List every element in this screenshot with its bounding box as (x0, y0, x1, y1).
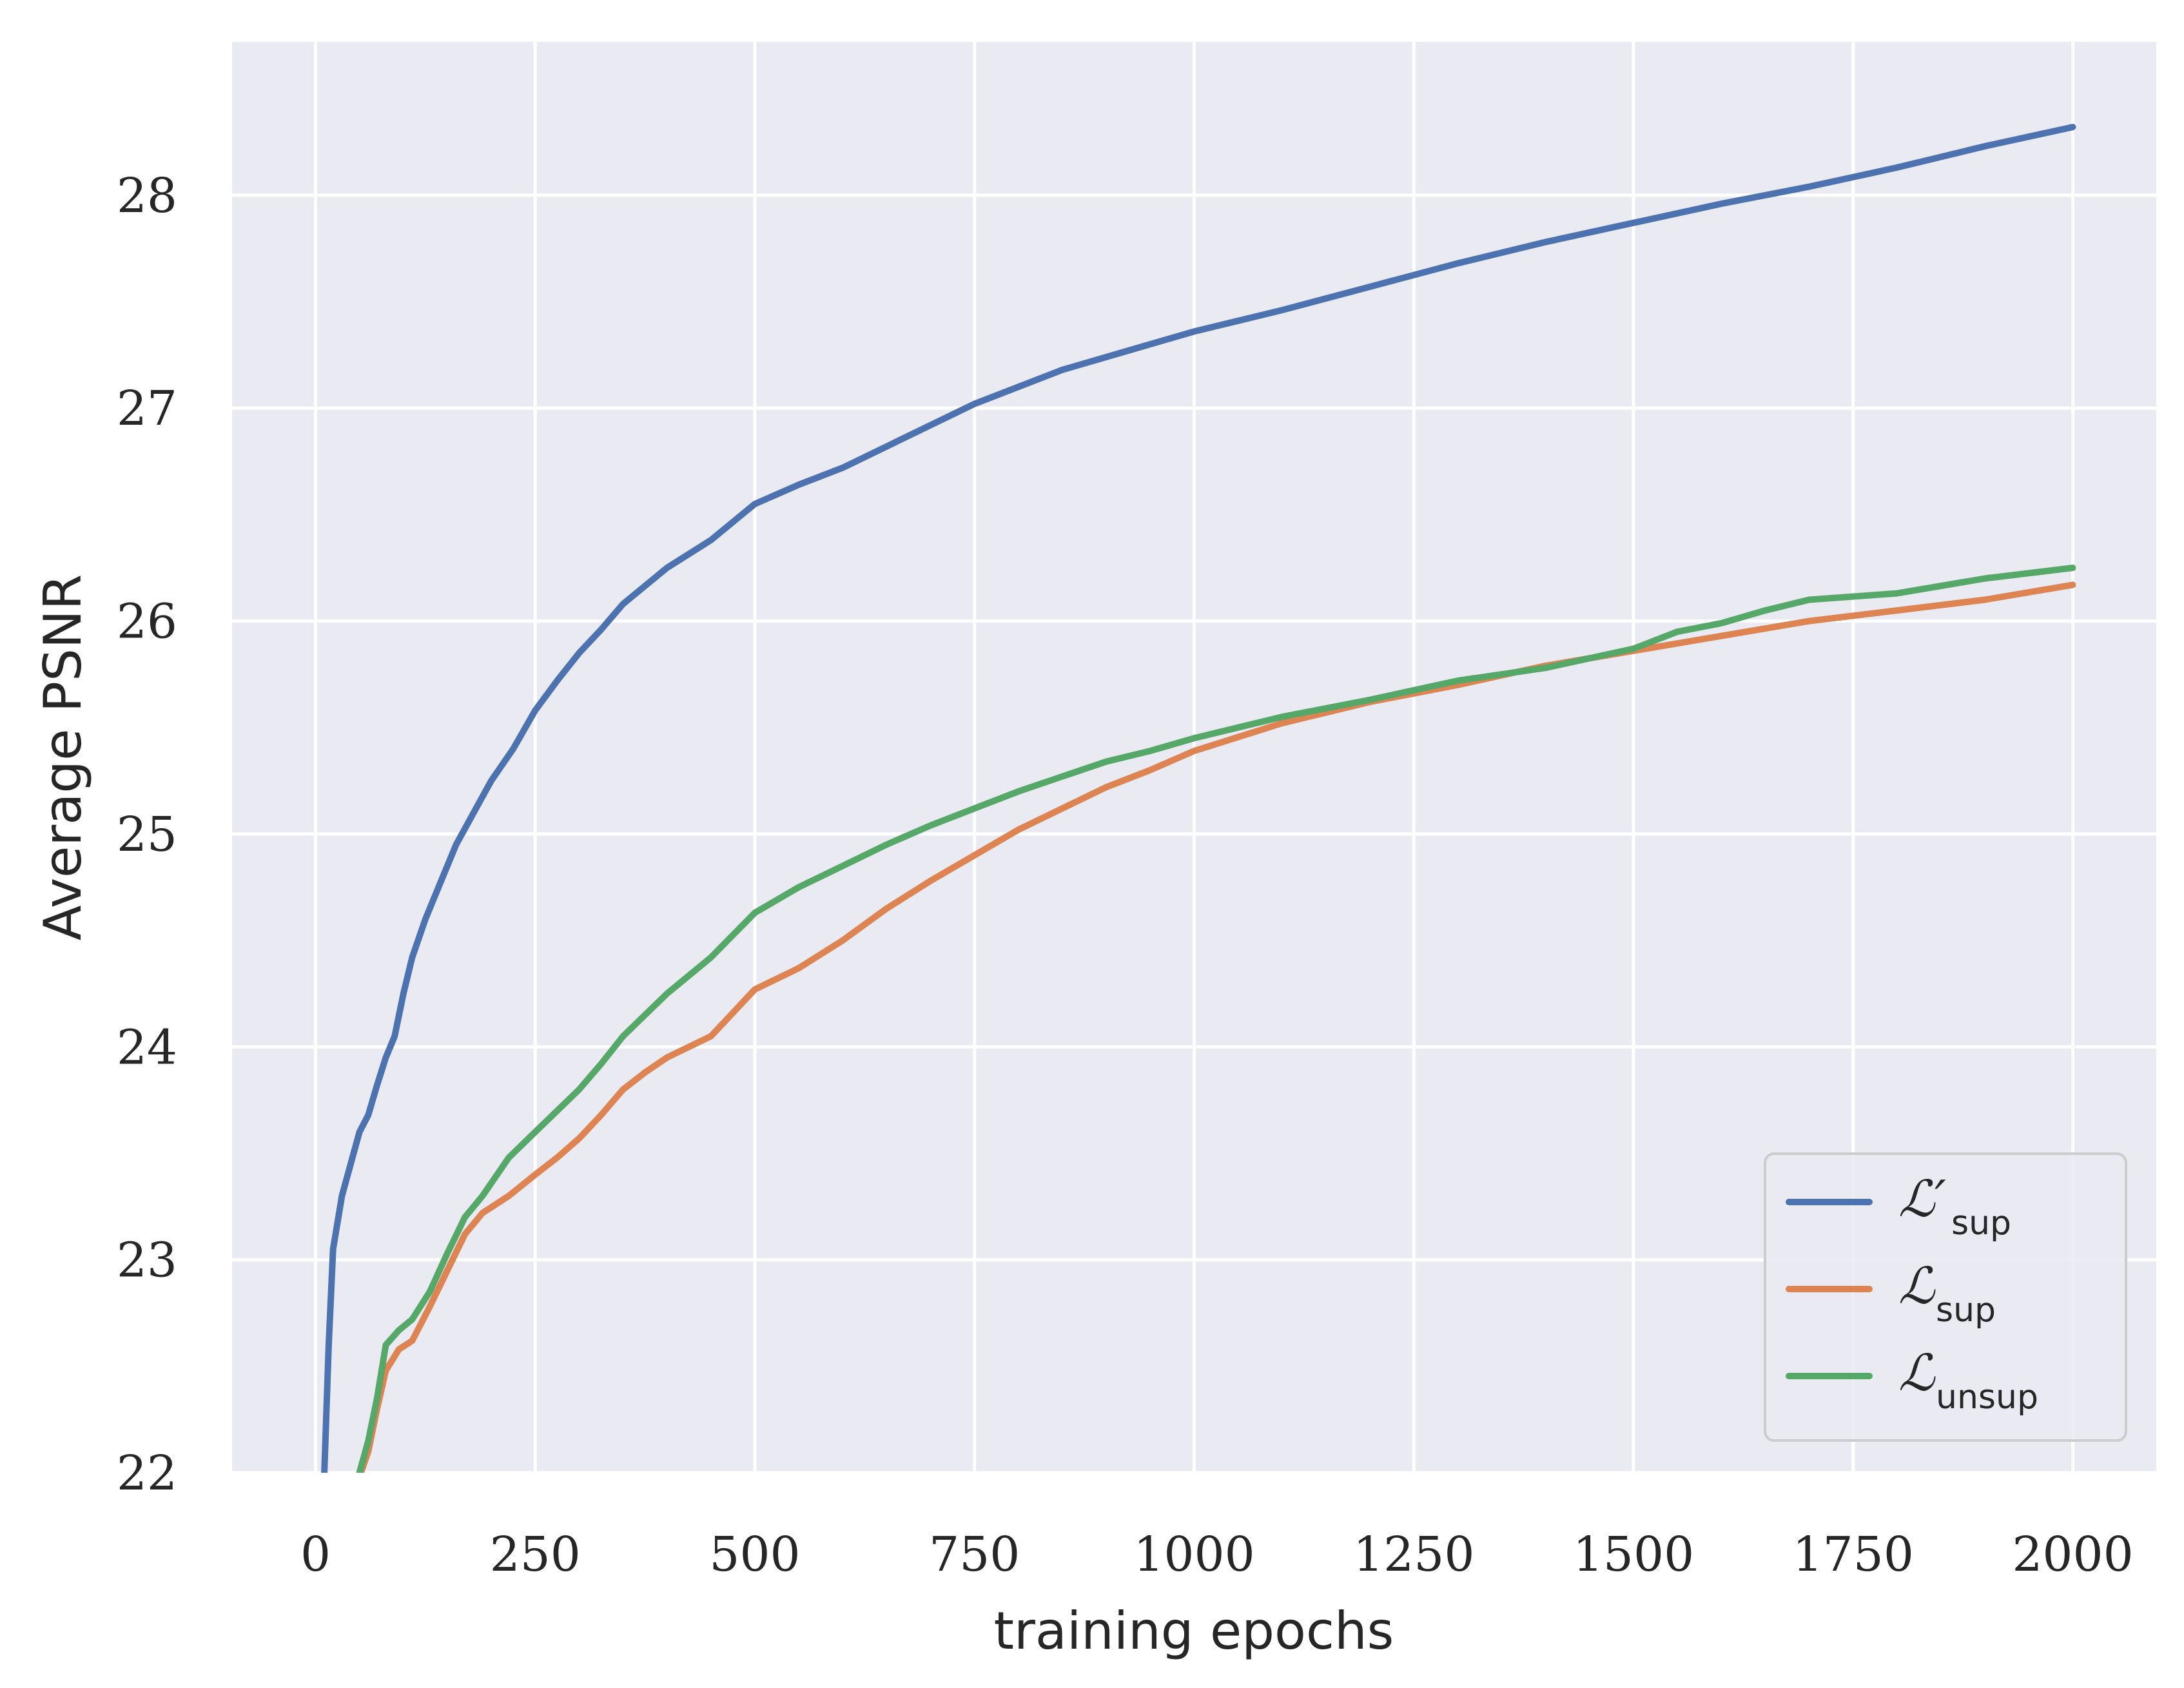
x-tick-label: 0 (300, 1527, 331, 1582)
x-tick-label: 2000 (2012, 1527, 2133, 1582)
legend-label: ℒ (1898, 1344, 1936, 1402)
y-tick-label: 27 (117, 381, 177, 436)
legend-box (1764, 1152, 2127, 1442)
series-line (321, 124, 2076, 1473)
y-tick-label: 23 (117, 1233, 177, 1288)
legend-label: ℒ′ (1898, 1170, 1946, 1228)
y-tick-label: 24 (117, 1020, 177, 1075)
x-tick-label: 1250 (1353, 1527, 1474, 1582)
y-axis-label: Average PSNR (33, 574, 93, 940)
legend-label-subscript: sup (1951, 1204, 2011, 1243)
series-line (356, 565, 2076, 1473)
y-tick-labels: 22 23 24 25 26 27 28 (117, 168, 177, 1501)
x-tick-label: 500 (709, 1527, 800, 1582)
y-tick-label: 22 (117, 1446, 177, 1501)
x-tick-label: 1500 (1573, 1527, 1694, 1582)
legend-label: ℒ (1898, 1257, 1936, 1315)
x-tick-labels: 0 250 500 750 1000 1250 1500 1750 2000 (300, 1527, 2134, 1582)
legend-label-subscript: sup (1936, 1291, 1996, 1330)
x-axis-label: training epochs (994, 1601, 1394, 1661)
x-tick-label: 1000 (1133, 1527, 1254, 1582)
y-tick-label: 25 (117, 807, 177, 862)
series-lines (321, 124, 2076, 1473)
x-tick-label: 750 (929, 1527, 1020, 1582)
x-tick-label: 1750 (1793, 1527, 1914, 1582)
legend-label-subscript: unsup (1936, 1378, 2038, 1417)
x-tick-label: 250 (490, 1527, 581, 1582)
y-tick-label: 28 (117, 168, 177, 224)
y-tick-label: 26 (117, 594, 177, 650)
